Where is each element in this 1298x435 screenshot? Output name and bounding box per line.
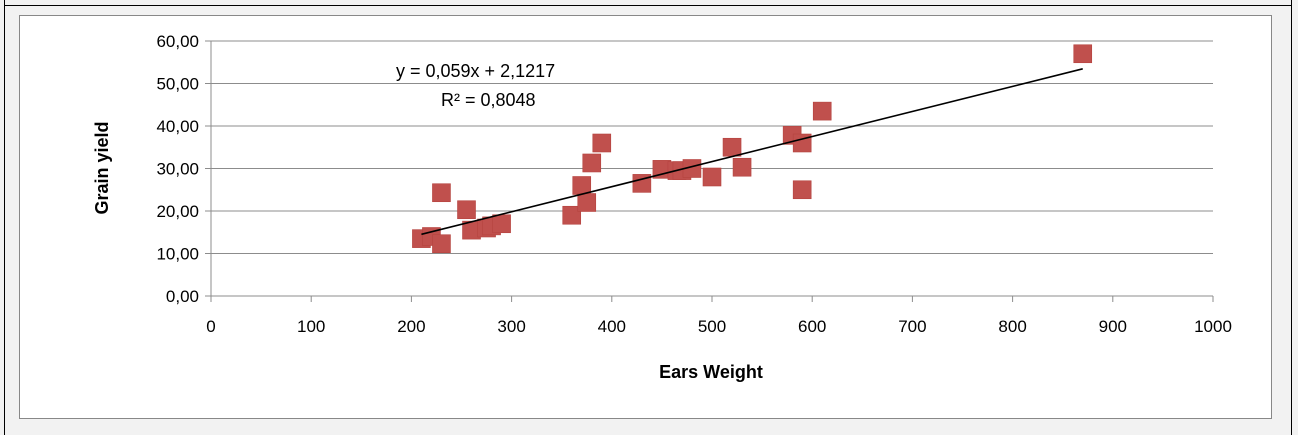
y-tick-label: 30,00 — [156, 160, 199, 179]
y-axis-title: Grain yield — [92, 121, 112, 214]
data-point — [577, 193, 597, 212]
x-tick-label: 400 — [598, 317, 626, 336]
data-point — [432, 183, 451, 203]
x-tick-labels: 0 100 200 300 400 500 600 700 800 900 1000 — [206, 317, 1232, 336]
x-tick-label: 600 — [798, 317, 826, 336]
page-border-top — [4, 5, 1292, 6]
x-tick-label: 800 — [998, 317, 1026, 336]
data-point — [702, 167, 722, 187]
trendline-line — [421, 68, 1083, 236]
trendline-equation: y = 0,059x + 2,1217 — [396, 61, 555, 81]
x-tick-label: 300 — [497, 317, 525, 336]
data-point — [732, 157, 752, 177]
x-tick-label: 500 — [698, 317, 726, 336]
gridlines — [211, 40, 1213, 254]
axes — [205, 40, 1214, 302]
data-point — [432, 234, 451, 254]
data-point — [572, 176, 592, 195]
x-tick-label: 200 — [397, 317, 425, 336]
page-border-left — [4, 0, 5, 435]
data-point — [457, 200, 476, 220]
r-squared-label: R² = 0,8048 — [441, 90, 536, 110]
x-axis-title: Ears Weight — [659, 362, 763, 382]
y-tick-label: 60,00 — [156, 32, 199, 51]
y-tick-label: 20,00 — [156, 202, 199, 221]
data-points — [412, 44, 1093, 254]
trendline — [421, 68, 1083, 236]
data-point — [582, 153, 602, 173]
data-point — [722, 137, 742, 157]
y-tick-label: 40,00 — [156, 117, 199, 136]
data-point — [1073, 44, 1093, 64]
y-tick-label: 10,00 — [156, 245, 199, 264]
data-point — [812, 101, 832, 121]
data-point — [592, 133, 612, 153]
y-tick-labels: 0,00 10,00 20,00 30,00 40,00 50,00 60,00 — [156, 32, 199, 306]
x-tick-label: 900 — [1099, 317, 1127, 336]
page-border-right — [1291, 0, 1292, 435]
x-tick-label: 700 — [898, 317, 926, 336]
x-tick-label: 1000 — [1194, 317, 1232, 336]
data-point — [562, 205, 582, 225]
data-point — [632, 174, 652, 193]
x-tick-label: 0 — [206, 317, 215, 336]
data-point — [792, 180, 812, 200]
y-tick-label: 0,00 — [166, 287, 199, 306]
chart-area — [19, 15, 1272, 419]
x-tick-label: 100 — [297, 317, 325, 336]
data-point — [492, 214, 511, 234]
y-tick-label: 50,00 — [156, 75, 199, 94]
